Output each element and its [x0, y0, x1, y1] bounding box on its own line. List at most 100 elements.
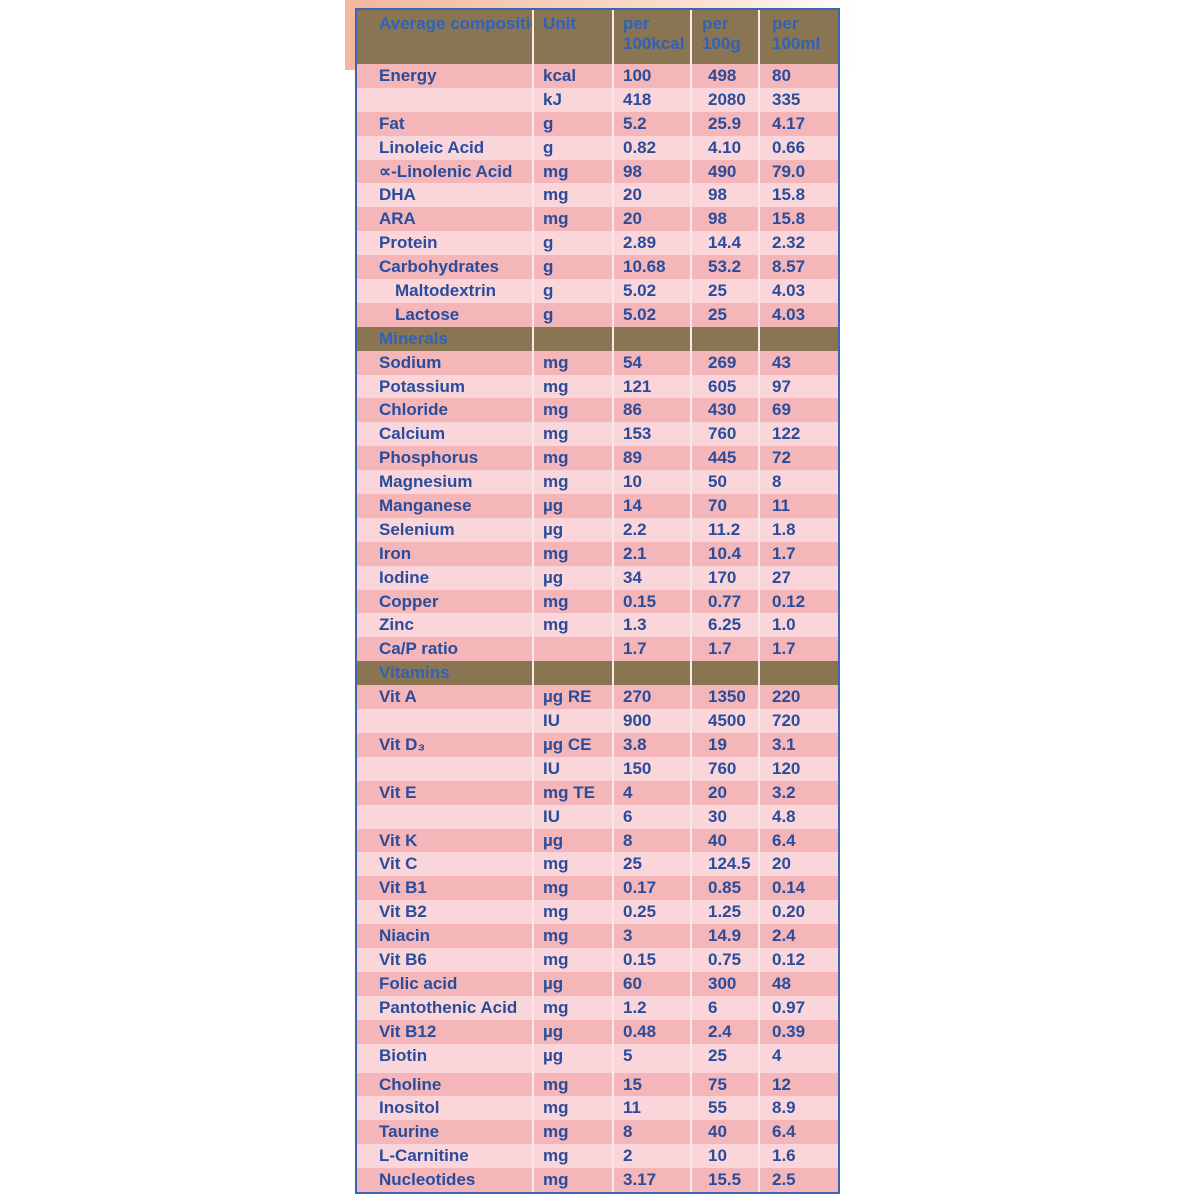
unit: IU	[534, 804, 614, 829]
table-row: Iron mg 2.1 10.4 1.7	[357, 541, 838, 566]
value-per-100ml: 8.57	[772, 257, 806, 277]
unit: g	[534, 111, 614, 136]
value-per-100g: 4.10	[692, 135, 760, 160]
value-per-100g: 75	[692, 1072, 760, 1097]
nutrient-name	[357, 804, 534, 829]
value-per-100kcal: 0.17	[614, 876, 692, 901]
value-per-100g: 19	[692, 732, 760, 757]
value-per-100g: 4500	[692, 709, 760, 733]
nutrient-name: Pantothenic Acid	[357, 995, 534, 1020]
value-per-100kcal: 0.48	[614, 1019, 692, 1044]
table-row: Lactose g 5.02 25 4.03	[357, 302, 838, 327]
value-per-100g: 2080	[692, 87, 760, 112]
table-row: Calcium mg 153 760 122	[357, 422, 838, 447]
unit: g	[534, 255, 614, 280]
value-per-100g: 30	[692, 804, 760, 829]
value-per-100g: 0.85	[692, 876, 760, 901]
value-per-100ml: 8.9	[772, 1098, 796, 1118]
nutrient-name: Nucleotides	[357, 1168, 534, 1192]
header-per-100g: per 100g	[692, 10, 760, 64]
value-per-100ml: 0.20	[772, 902, 806, 922]
section-cell	[534, 326, 614, 351]
value-per-100kcal: 8	[614, 828, 692, 853]
table-row: Inositol mg 11 55 8.9	[357, 1096, 838, 1121]
nutrient-name: Protein	[357, 231, 534, 256]
value-per-100ml: 4.8	[772, 806, 796, 826]
section-header: Minerals	[357, 326, 838, 351]
table-row: Niacin mg 3 14.9 2.4	[357, 924, 838, 948]
value-per-100ml: 79.0	[772, 161, 806, 181]
value-per-100g: 20	[692, 780, 760, 805]
value-per-100ml: 1.0	[772, 615, 796, 635]
value-per-100kcal: 5.02	[614, 302, 692, 327]
value-per-100kcal: 1.2	[614, 995, 692, 1020]
value-per-100ml: 27	[772, 567, 791, 587]
value-per-100kcal: 0.15	[614, 589, 692, 614]
unit: g	[534, 279, 614, 303]
value-per-100ml: 4	[772, 1045, 782, 1065]
value-per-100g: 6.25	[692, 613, 760, 638]
nutrient-name: DHA	[357, 183, 534, 208]
unit	[534, 637, 614, 662]
value-per-100g: 0.77	[692, 589, 760, 614]
nutrient-name: ∝-Linolenic Acid	[357, 159, 534, 184]
value-per-100kcal: 10	[614, 470, 692, 495]
value-per-100kcal: 0.82	[614, 135, 692, 160]
table-row: Ca/P ratio 1.7 1.7 1.7	[357, 637, 838, 662]
table-row: Selenium µg 2.2 11.2 1.8	[357, 517, 838, 542]
value-per-100ml: 0.39	[772, 1021, 806, 1041]
nutrient-name: Vit B6	[357, 947, 534, 972]
nutrient-name: Folic acid	[357, 971, 534, 996]
nutrient-name: Chloride	[357, 398, 534, 423]
value-per-100g: 1350	[692, 685, 760, 710]
value-per-100g: 760	[692, 422, 760, 447]
value-per-100g: 445	[692, 446, 760, 471]
nutrient-name: Manganese	[357, 494, 534, 518]
table-row: Choline mg 15 75 12	[357, 1072, 838, 1097]
table-row: DHA mg 20 98 15.8	[357, 183, 838, 208]
value-per-100g: 98	[692, 207, 760, 232]
unit: mg	[534, 207, 614, 232]
section-cell	[534, 661, 614, 686]
value-per-100kcal: 60	[614, 971, 692, 996]
value-per-100ml: 720	[772, 711, 801, 731]
unit: mg	[534, 374, 614, 399]
value-per-100g: 25.9	[692, 111, 760, 136]
value-per-100g: 124.5	[692, 852, 760, 877]
unit: mg	[534, 398, 614, 423]
value-per-100ml: 69	[772, 400, 791, 420]
nutrient-name: Iodine	[357, 565, 534, 590]
nutrient-name: Energy	[357, 64, 534, 88]
section-cell	[760, 661, 838, 685]
nutrient-name: Calcium	[357, 422, 534, 447]
value-per-100kcal: 5.2	[614, 111, 692, 136]
table-row: IU 150 760 120	[357, 756, 838, 781]
unit: µg CE	[534, 732, 614, 757]
value-per-100ml: 0.12	[772, 949, 806, 969]
value-per-100ml: 4.03	[772, 281, 806, 301]
unit: mg	[534, 1168, 614, 1192]
nutrient-name	[357, 87, 534, 112]
unit: mg	[534, 1096, 614, 1121]
nutrient-name: Vit B12	[357, 1019, 534, 1044]
value-per-100kcal: 3	[614, 924, 692, 948]
table-row: Sodium mg 54 269 43	[357, 350, 838, 375]
value-per-100g: 760	[692, 756, 760, 781]
value-per-100ml: 4.17	[772, 113, 806, 133]
value-per-100kcal: 900	[614, 709, 692, 733]
unit: mg	[534, 470, 614, 495]
nutrient-name: Zinc	[357, 613, 534, 638]
nutrient-name: Linoleic Acid	[357, 135, 534, 160]
section-title: Vitamins	[357, 661, 534, 686]
nutrient-name: Maltodextrin	[357, 279, 534, 303]
unit: IU	[534, 709, 614, 733]
value-per-100ml: 97	[772, 376, 791, 396]
value-per-100kcal: 1.3	[614, 613, 692, 638]
unit: µg	[534, 517, 614, 542]
value-per-100ml: 80	[772, 66, 791, 85]
value-per-100g: 498	[692, 64, 760, 88]
value-per-100kcal: 100	[614, 64, 692, 88]
nutrient-name: Sodium	[357, 350, 534, 375]
